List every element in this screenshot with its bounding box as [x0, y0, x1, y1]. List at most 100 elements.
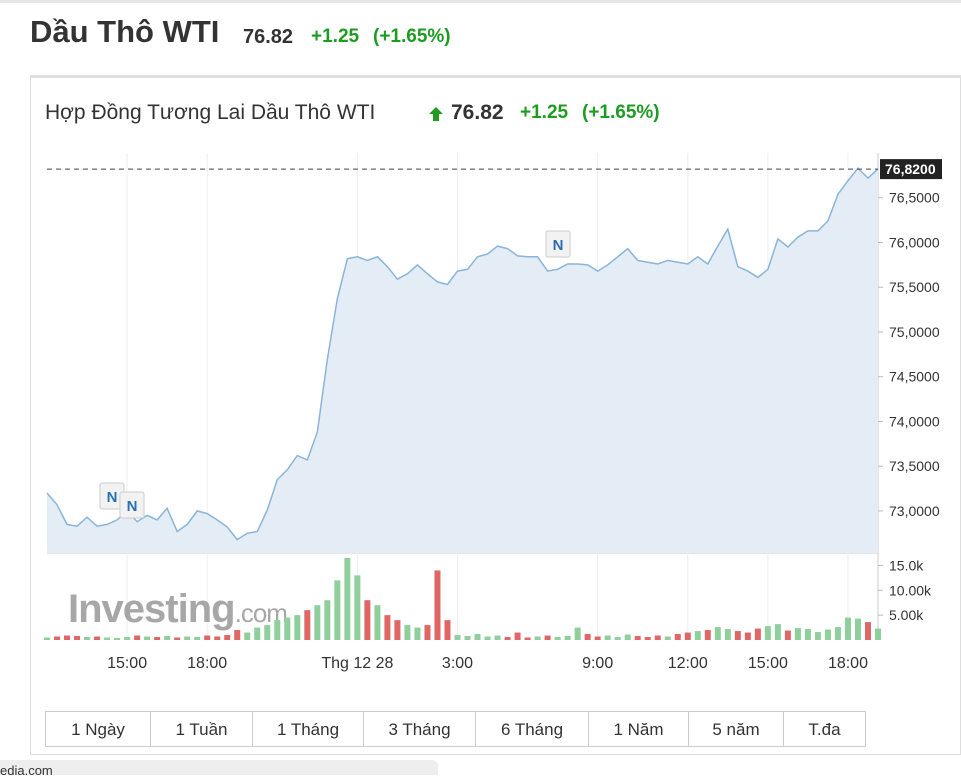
news-marker-label: N: [107, 489, 118, 506]
volume-bar: [754, 628, 761, 640]
volume-bar: [534, 636, 541, 640]
x-tick-label: Thg 12 28: [321, 655, 393, 672]
volume-bar: [694, 631, 701, 640]
range-button[interactable]: T.đa: [783, 711, 866, 747]
volume-bar: [864, 622, 871, 640]
top-bar: [0, 0, 961, 3]
volume-bar: [654, 635, 661, 640]
volume-bar: [584, 634, 591, 640]
widget-price: 76.82: [451, 101, 504, 124]
volume-bar: [264, 625, 271, 640]
volume-bar: [844, 617, 851, 640]
volume-tick-label: 15.0k: [889, 557, 924, 573]
price: 76.82: [243, 26, 294, 48]
range-button[interactable]: 1 Tuần: [150, 711, 253, 747]
range-button[interactable]: 1 Năm: [588, 711, 689, 747]
x-tick-label: 18:00: [828, 655, 868, 672]
x-tick-label: 3:00: [442, 655, 473, 672]
page-title: Dầu Thô WTI: [30, 14, 220, 49]
y-tick-label: 74,0000: [889, 413, 940, 429]
volume-bar: [794, 628, 801, 640]
range-button[interactable]: 3 Tháng: [363, 711, 476, 747]
volume-bar: [704, 630, 711, 640]
y-tick-label: 75,0000: [889, 324, 940, 340]
y-tick-label: 75,5000: [889, 279, 940, 295]
widget-change-pct: (+1.65%): [582, 102, 660, 123]
volume-bar: [214, 636, 221, 640]
y-tick-label: 76,0000: [889, 234, 940, 250]
x-tick-label: 9:00: [582, 655, 613, 672]
volume-bar: [184, 636, 191, 640]
volume-bar: [594, 636, 601, 640]
volume-bar: [364, 600, 371, 640]
volume-bar: [564, 636, 571, 640]
volume-bar: [304, 610, 311, 640]
volume-bar: [524, 637, 531, 640]
volume-bar: [194, 637, 201, 640]
x-tick-label: 15:00: [107, 655, 147, 672]
volume-bar: [394, 620, 401, 640]
volume-bar: [274, 620, 281, 640]
volume-bar: [134, 635, 141, 640]
widget-change: +1.25: [520, 102, 569, 123]
volume-bar: [164, 636, 171, 640]
volume-bar: [464, 636, 471, 640]
volume-bar: [114, 638, 121, 640]
volume-bar: [354, 575, 361, 640]
volume-bar: [854, 618, 861, 640]
volume-bar: [504, 637, 511, 640]
price-line: [46, 167, 879, 541]
volume-bar: [574, 627, 581, 640]
volume-bar: [484, 636, 491, 640]
x-tick-label: 12:00: [668, 655, 708, 672]
volume-bar: [344, 557, 351, 640]
volume-bar: [824, 629, 831, 640]
volume-bar: [294, 615, 301, 640]
volume-bar: [764, 626, 771, 640]
news-marker-label: N: [127, 498, 138, 515]
range-button[interactable]: 6 Tháng: [475, 711, 589, 747]
watermark-brand: Investing: [68, 587, 235, 631]
volume-bar: [514, 632, 521, 640]
range-button[interactable]: 5 năm: [688, 711, 784, 747]
volume-bar: [614, 637, 621, 640]
y-tick-label: 76,5000: [889, 190, 940, 206]
volume-bar: [284, 617, 291, 640]
volume-bar: [875, 628, 881, 640]
volume-bar: [104, 637, 111, 640]
volume-bar: [174, 637, 181, 640]
news-marker: [119, 491, 145, 519]
volume-bar: [234, 630, 241, 640]
volume-bar: [224, 635, 231, 640]
volume-bar: [334, 580, 341, 640]
volume-bar: [744, 632, 751, 640]
news-marker: [545, 230, 571, 258]
range-button[interactable]: 1 Tháng: [252, 711, 364, 747]
volume-bar: [434, 570, 441, 640]
volume-bar: [814, 632, 821, 640]
volume-bar: [384, 615, 391, 640]
status-url: edia.com: [0, 760, 438, 778]
volume-bar: [54, 636, 61, 640]
volume-bar: [804, 629, 811, 640]
x-tick-label: 15:00: [748, 655, 788, 672]
volume-bar: [124, 637, 131, 640]
volume-bar: [324, 600, 331, 640]
volume-bar: [834, 627, 841, 640]
volume-bar: [634, 636, 641, 640]
news-marker-label: N: [553, 237, 564, 254]
x-tick-label: 18:00: [187, 655, 227, 672]
volume-bar: [44, 637, 50, 640]
volume-bar: [314, 605, 321, 640]
volume-bar: [84, 637, 91, 640]
widget-title: Hợp Đồng Tương Lai Dầu Thô WTI: [45, 101, 376, 124]
volume-bar: [664, 636, 671, 640]
volume-bar: [784, 630, 791, 640]
volume-bar: [414, 627, 421, 640]
volume-bar: [554, 637, 561, 640]
range-button[interactable]: 1 Ngày: [45, 711, 151, 747]
y-tick-label: 73,5000: [889, 458, 940, 474]
y-tick-label: 73,0000: [889, 503, 940, 519]
volume-bar: [144, 636, 151, 640]
